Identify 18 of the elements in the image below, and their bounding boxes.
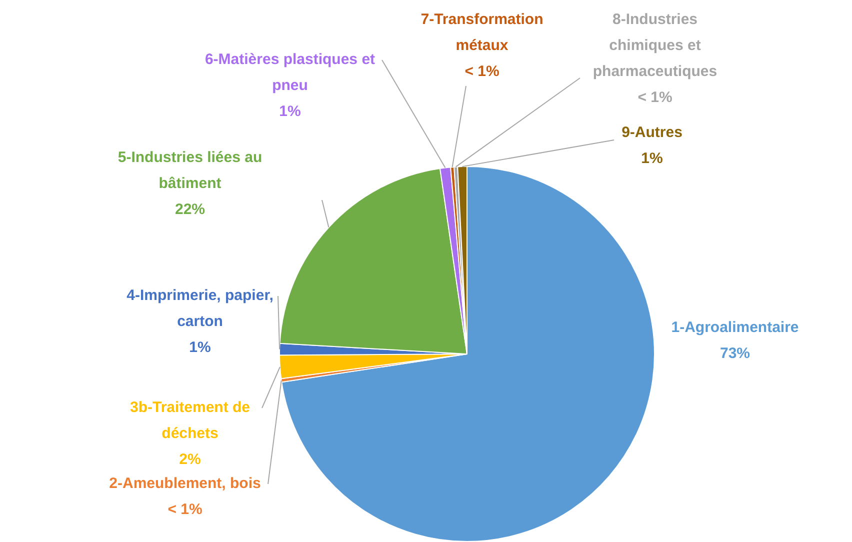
data-label: < 1% xyxy=(168,501,202,518)
data-label: < 1% xyxy=(464,63,500,80)
slice-label: 3b-Traitement de déchets xyxy=(130,399,250,442)
slice-label: 4-Imprimerie, papier, carton xyxy=(126,287,274,330)
data-label: 1% xyxy=(641,150,663,167)
slice-label: 8-Industries chimiques et pharmaceutiques xyxy=(592,11,718,80)
slice-label: 2-Ameublement, bois xyxy=(109,475,261,492)
slice-label: 1-Agroalimentaire xyxy=(671,319,799,336)
data-label: 2% xyxy=(179,451,201,468)
slice-label: 6-Matières plastiques et pneu xyxy=(204,51,376,94)
slice-label: 7-Transformation métaux xyxy=(420,11,544,54)
data-label: 22% xyxy=(174,201,206,218)
data-label: 1% xyxy=(189,339,211,356)
slice-label: 9-Autres xyxy=(622,124,682,141)
slice-label: 5-Industries liées au bâtiment xyxy=(118,149,262,192)
data-label: 73% xyxy=(720,345,750,362)
data-label: 1% xyxy=(279,103,301,120)
data-label: < 1% xyxy=(638,89,672,106)
